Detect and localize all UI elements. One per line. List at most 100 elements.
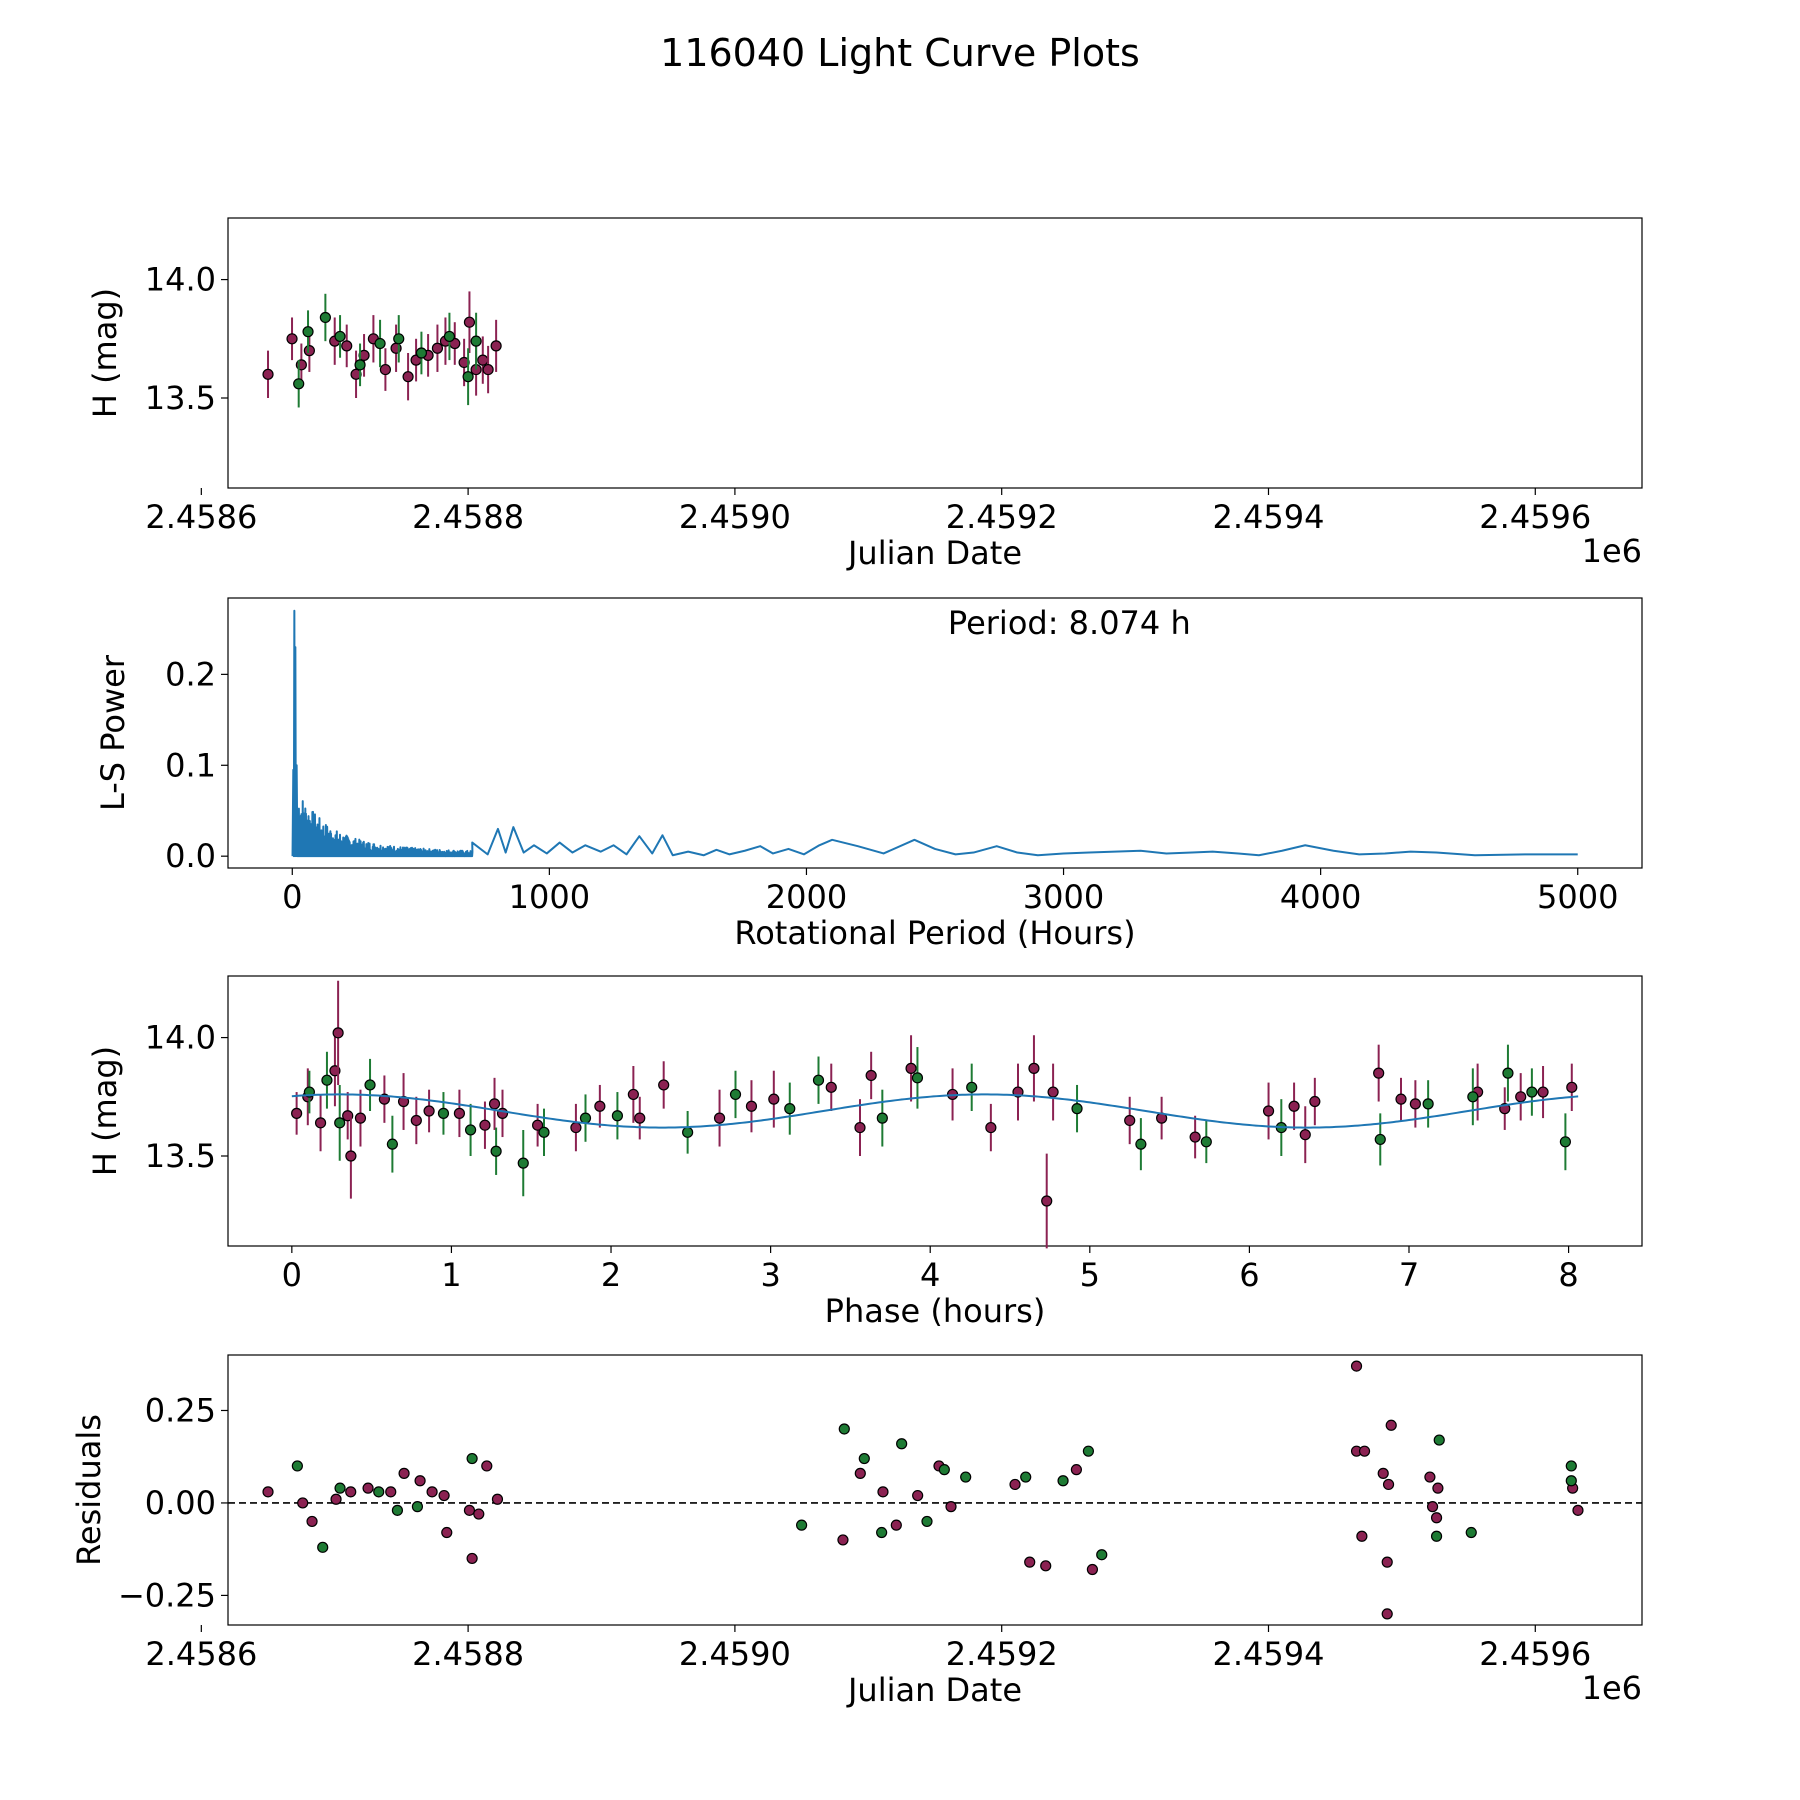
data-point-filter-r	[414, 1475, 426, 1487]
data-point-filter-g	[1096, 1549, 1108, 1561]
data-point-filter-r	[865, 1069, 877, 1082]
data-point-filter-r	[479, 1119, 491, 1131]
data-point-filter-g	[302, 326, 314, 338]
data-point-filter-g	[1057, 1475, 1069, 1487]
data-point-filter-r	[1024, 1556, 1036, 1568]
power-spectrum-line	[291, 609, 1578, 858]
data-point-filter-r	[627, 1088, 639, 1101]
data-point-filter-g	[334, 330, 346, 343]
data-point-filter-g	[1465, 1526, 1477, 1539]
data-point-filter-r	[1358, 1445, 1371, 1457]
data-point-filter-r	[1572, 1504, 1584, 1516]
data-point-filter-r	[1047, 1086, 1059, 1098]
x-tick-label: 1	[441, 1256, 461, 1294]
data-point-filter-r	[1009, 1478, 1021, 1491]
data-point-filter-r	[453, 1107, 466, 1119]
data-point-filter-r	[905, 1062, 917, 1074]
data-point-filter-g	[1135, 1138, 1147, 1150]
model-fit-line	[291, 1093, 1579, 1129]
data-point-filter-r	[1537, 1086, 1549, 1098]
x-tick-label: 2	[601, 1256, 621, 1294]
data-point-filter-r	[1382, 1478, 1395, 1491]
data-point-filter-r	[1566, 1081, 1578, 1093]
data-point-filter-r	[768, 1093, 780, 1105]
data-point-filter-r	[477, 354, 489, 366]
y-tick-label: 0.1	[165, 746, 216, 784]
x-tick-label: 3	[760, 1256, 780, 1294]
data-point-filter-g	[938, 1464, 950, 1476]
data-point-filter-r	[1070, 1464, 1083, 1476]
data-point-filter-g	[876, 1526, 888, 1539]
x-tick-label: 3000	[1023, 878, 1104, 916]
periodogram-panel: 0 1000 2000 3000 4000 5000 0.0 0.1 0.2 Rotational…	[94, 597, 1643, 952]
data-point-filter-g	[896, 1438, 908, 1450]
data-point-filter-r	[385, 1486, 397, 1498]
data-point-filter-g	[1020, 1471, 1032, 1483]
data-point-filter-r	[854, 1467, 866, 1479]
data-point-filter-g	[1374, 1133, 1386, 1146]
data-point-filter-g	[466, 1452, 478, 1465]
data-point-filter-g	[437, 1107, 450, 1119]
data-point-filter-g	[1467, 1091, 1479, 1103]
x-tick-label: 2.4594	[1213, 498, 1325, 536]
data-point-filter-g	[1565, 1475, 1577, 1487]
data-point-filter-g	[291, 1460, 303, 1472]
data-point-filter-g	[374, 337, 386, 350]
x-offset-label: 1e6	[1582, 532, 1642, 570]
data-point-filter-r	[297, 1497, 309, 1509]
data-point-filter-r	[402, 371, 414, 383]
y-tick-label: 13.5	[145, 1137, 216, 1175]
data-point-filter-g	[321, 1074, 333, 1086]
data-point-filter-r	[890, 1519, 902, 1531]
data-point-filter-g	[443, 330, 456, 343]
y-axis-label: Residuals	[70, 1414, 108, 1566]
data-point-filter-g	[1071, 1103, 1083, 1115]
data-point-filter-g	[393, 333, 405, 345]
data-point-filter-r	[1288, 1100, 1300, 1112]
x-axis-label: Rotational Period (Hours)	[734, 914, 1135, 952]
y-axis-label: H (mag)	[86, 288, 124, 418]
data-point-filter-r	[1381, 1608, 1393, 1620]
x-tick-label: 2.4588	[412, 1635, 524, 1673]
data-point-filter-r	[354, 1112, 367, 1124]
x-axis-label: Phase (hours)	[825, 1292, 1046, 1330]
data-point-filter-r	[482, 363, 494, 376]
data-point-filter-r	[1086, 1563, 1099, 1576]
data-point-filter-r	[1377, 1467, 1389, 1479]
x-tick-label: 6	[1239, 1256, 1259, 1294]
data-point-filter-g	[411, 1501, 424, 1513]
data-point-filter-r	[491, 1493, 504, 1505]
y-tick-label: 0.0	[165, 837, 216, 875]
data-point-filter-r	[345, 1150, 357, 1162]
data-point-filter-g	[1082, 1445, 1095, 1457]
data-point-filter-r	[532, 1119, 544, 1131]
data-point-filter-g	[462, 371, 474, 383]
data-point-filter-g	[354, 359, 366, 371]
data-point-filter-r	[1350, 1360, 1363, 1372]
data-point-filter-r	[423, 1105, 435, 1117]
data-point-filter-r	[341, 340, 353, 352]
y-tick-label: 0.2	[165, 655, 216, 693]
y-axis-label: H (mag)	[86, 1046, 124, 1176]
data-point-filter-r	[488, 1098, 501, 1110]
data-point-filter-g	[464, 1124, 477, 1136]
plot-frame	[227, 1354, 1643, 1626]
phase-curve-panel: 0 1 2 3 4 5 6 7 8 13.5 14.0 Phase (hours) H (mag)	[86, 975, 1643, 1330]
data-point-filter-g	[729, 1088, 742, 1101]
x-tick-label: 4000	[1280, 878, 1361, 916]
data-point-filter-r	[1028, 1062, 1040, 1074]
data-point-filter-r	[379, 363, 392, 376]
data-point-filter-g	[1430, 1530, 1443, 1542]
data-point-filter-g	[517, 1157, 529, 1169]
data-point-filter-r	[345, 1486, 357, 1498]
data-point-filter-g	[470, 335, 482, 347]
x-tick-label: 0	[282, 878, 302, 916]
data-point-filter-g	[1422, 1098, 1434, 1110]
y-tick-label: 14.0	[145, 261, 216, 299]
data-point-filter-g	[911, 1072, 924, 1084]
data-point-filter-r	[1430, 1512, 1443, 1524]
y-tick-label: 14.0	[145, 1019, 216, 1057]
residuals-panel: 2.4586 2.4588 2.4590 2.4592 2.4594 2.4596 −0.2…	[70, 1354, 1643, 1709]
data-point-filter-g	[1526, 1086, 1538, 1098]
